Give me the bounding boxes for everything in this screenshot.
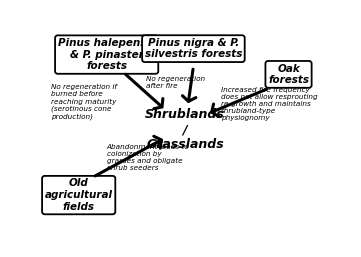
Text: Increased fire frequency
does not allow resprouting
re-growth and maintains
shru: Increased fire frequency does not allow … (221, 87, 318, 121)
Text: Shrublands
/
Grasslands: Shrublands / Grasslands (145, 108, 225, 151)
Text: Pinus nigra & P.
silvestris forests: Pinus nigra & P. silvestris forests (145, 38, 242, 59)
Text: No regeneration
after fire: No regeneration after fire (146, 76, 205, 89)
Text: Old
agricultural
fields: Old agricultural fields (45, 179, 113, 212)
Text: No regeneration if
burned before
reaching maturity
(serotinous cone
production): No regeneration if burned before reachin… (51, 84, 117, 120)
Text: Abandonment leads to
colonization by
grasses and obligate
shrub seeders: Abandonment leads to colonization by gra… (107, 144, 189, 171)
Text: Pinus halepensis
& P. pinaster
forests: Pinus halepensis & P. pinaster forests (58, 38, 156, 71)
Text: Oak
forests: Oak forests (268, 63, 309, 85)
